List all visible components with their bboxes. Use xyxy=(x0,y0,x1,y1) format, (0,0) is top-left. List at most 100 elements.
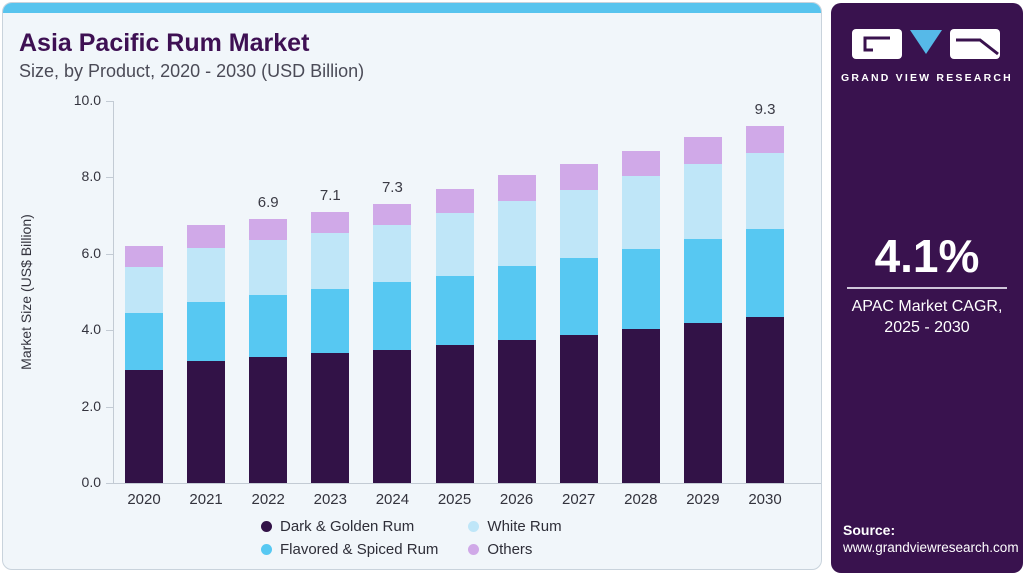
bar-segment-dark-golden-rum xyxy=(125,370,163,483)
cagr-label-line2: 2025 - 2030 xyxy=(884,318,970,336)
legend-item: Flavored & Spiced Rum xyxy=(261,538,438,561)
legend-label: Flavored & Spiced Rum xyxy=(280,541,439,558)
bar-segment-white-rum xyxy=(373,225,412,283)
cagr-value: 4.1% xyxy=(874,230,980,282)
x-tick-label: 2029 xyxy=(686,491,720,508)
bar-segment-flavored-spiced-rum xyxy=(187,301,226,361)
y-tick-label: 8.0 xyxy=(81,168,101,185)
bar-segment-flavored-spiced-rum xyxy=(683,239,722,324)
bar-segment-others xyxy=(621,150,660,177)
bar-segment-white-rum xyxy=(683,164,722,240)
legend-label: Dark & Golden Rum xyxy=(280,518,415,535)
y-axis-tick xyxy=(106,330,113,332)
bar-segment-others xyxy=(187,225,226,249)
x-axis-line xyxy=(113,483,821,484)
bar-segment-flavored-spiced-rum xyxy=(497,266,536,340)
bar-segment-white-rum xyxy=(125,267,163,313)
bar-segment-others xyxy=(373,204,412,226)
y-axis-line xyxy=(113,101,114,483)
bar-segment-dark-golden-rum xyxy=(746,316,784,483)
x-tick-label: 2024 xyxy=(375,491,410,508)
x-tick-label: 2026 xyxy=(499,491,534,508)
legend-swatch-icon xyxy=(261,521,272,532)
bar-segment-white-rum xyxy=(559,189,598,258)
bar-segment-others xyxy=(249,219,288,241)
page-subtitle: Size, by Product, 2020 - 2030 (USD Billi… xyxy=(19,61,365,81)
bar-segment-flavored-spiced-rum xyxy=(621,248,660,330)
bar-segment-white-rum xyxy=(746,152,784,229)
top-accent-strip xyxy=(3,3,821,13)
legend-swatch-icon xyxy=(261,544,272,555)
bar-total-label: 7.3 xyxy=(381,179,403,197)
bar-segment-dark-golden-rum xyxy=(249,356,288,483)
bar-segment-dark-golden-rum xyxy=(559,334,598,483)
stacked-bar-chart: Market Size (US$ Billion) 0.0 2.0 4.0 6.0 8.… xyxy=(3,3,823,571)
bar-segment-white-rum xyxy=(435,212,474,276)
bar-segment-dark-golden-rum xyxy=(683,323,722,483)
legend-swatch-icon xyxy=(468,521,480,532)
brand-sidebar: GRAND VIEW RESEARCH 4.1% APAC Market CAG… xyxy=(831,3,1023,573)
bar-total-label: 9.3 xyxy=(754,100,776,118)
bar-segment-flavored-spiced-rum xyxy=(125,313,163,371)
bar-total-label: 7.1 xyxy=(319,186,341,204)
bar-segment-dark-golden-rum xyxy=(621,329,660,483)
y-axis-tick xyxy=(106,406,113,408)
bar-segment-flavored-spiced-rum xyxy=(373,282,412,351)
y-axis-tick xyxy=(106,483,113,484)
y-axis-tick xyxy=(106,177,113,179)
cagr-block: 4.1% APAC Market CAGR, 2025 - 2030 xyxy=(831,233,1023,339)
chart-legend: Dark & Golden Rum Flavored & Spiced Rum Wh… xyxy=(261,515,562,561)
bar-segment-others xyxy=(497,175,536,202)
bar-segment-white-rum xyxy=(249,240,288,296)
legend-label: White Rum xyxy=(487,518,562,535)
bar-segment-dark-golden-rum xyxy=(187,360,226,483)
source-block: Source: www.grandviewresearch.com xyxy=(843,522,1019,555)
x-tick-label: 2030 xyxy=(748,491,782,508)
bar-segment-dark-golden-rum xyxy=(311,353,350,483)
gvr-logo-icon xyxy=(852,29,1000,59)
source-url-link[interactable]: www.grandviewresearch.com xyxy=(843,540,1019,555)
x-tick-label: 2020 xyxy=(127,491,161,508)
bar-segment-flavored-spiced-rum xyxy=(435,275,474,346)
bar-segment-white-rum xyxy=(311,232,350,289)
y-tick-label: 4.0 xyxy=(81,321,101,338)
bar-segment-others xyxy=(683,137,722,165)
x-tick-label: 2027 xyxy=(562,491,596,508)
x-tick-label: 2023 xyxy=(313,491,347,508)
legend-item: Dark & Golden Rum xyxy=(261,515,438,538)
bar-segment-others xyxy=(746,125,784,153)
brand-name: GRAND VIEW RESEARCH xyxy=(841,72,1013,84)
source-label: Source: xyxy=(843,522,896,538)
bar-segment-dark-golden-rum xyxy=(435,345,474,483)
bar-segment-flavored-spiced-rum xyxy=(249,295,288,357)
brand-logo-block: GRAND VIEW RESEARCH xyxy=(831,29,1023,84)
bar-segment-white-rum xyxy=(621,176,660,249)
y-tick-label: 0.0 xyxy=(81,474,101,490)
legend-label: Others xyxy=(487,541,533,558)
x-tick-label: 2028 xyxy=(624,491,658,508)
legend-item: Others xyxy=(468,538,561,561)
bar-segment-flavored-spiced-rum xyxy=(746,228,784,317)
y-axis-title: Market Size (US$ Billion) xyxy=(18,214,34,370)
bar-segment-white-rum xyxy=(497,201,536,267)
bar-segment-flavored-spiced-rum xyxy=(559,257,598,335)
x-tick-label: 2021 xyxy=(189,491,223,508)
y-tick-label: 6.0 xyxy=(81,244,101,261)
bar-segment-dark-golden-rum xyxy=(373,350,412,483)
y-tick-label: 10.0 xyxy=(73,92,101,108)
bar-segment-others xyxy=(559,164,598,190)
bar-total-label: 6.9 xyxy=(257,194,279,212)
legend-swatch-icon xyxy=(468,544,480,555)
page-title: Asia Pacific Rum Market xyxy=(19,29,310,57)
chart-card: Asia Pacific Rum Market Size, by Product… xyxy=(2,2,822,570)
legend-item: White Rum xyxy=(468,515,562,538)
y-tick-label: 2.0 xyxy=(81,397,101,414)
bar-segment-others xyxy=(435,188,474,213)
bar-segment-flavored-spiced-rum xyxy=(311,288,350,354)
bar-segment-others xyxy=(311,211,350,233)
x-tick-label: 2022 xyxy=(251,491,285,508)
cagr-label-line1: APAC Market CAGR, xyxy=(851,298,1003,315)
cagr-divider xyxy=(847,287,1007,289)
y-axis-tick xyxy=(106,101,113,102)
